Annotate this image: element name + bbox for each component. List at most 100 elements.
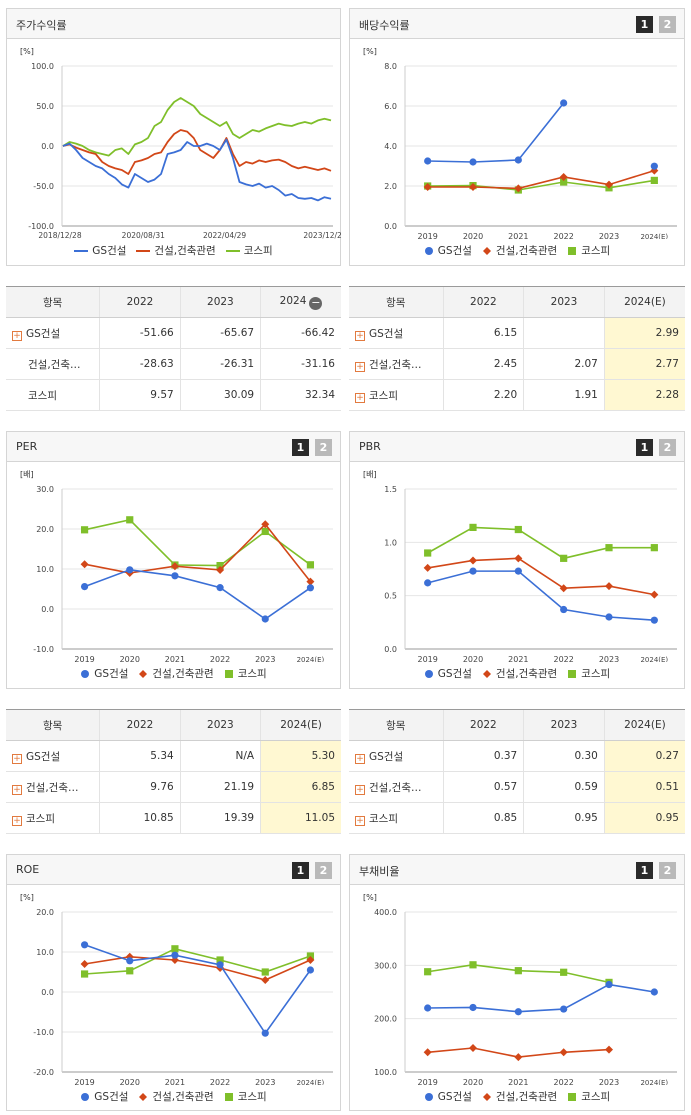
x-tick-label: 2020: [463, 232, 483, 239]
legend-item-construction[interactable]: 건설,건축관련: [138, 1089, 214, 1104]
series-line: [427, 169, 655, 190]
legend-swatch: [424, 1092, 433, 1101]
expand-icon[interactable]: +: [355, 330, 365, 341]
page-2-button[interactable]: 2: [315, 439, 332, 456]
x-tick-label: 2021: [165, 655, 185, 662]
legend-item-gs[interactable]: GS건설: [80, 1089, 128, 1104]
expand-icon[interactable]: +: [12, 753, 22, 764]
data-point: [650, 590, 659, 599]
series-line: [84, 518, 311, 567]
row-label-text: 코스피: [369, 812, 398, 825]
legend-item-kospi[interactable]: 코스피: [225, 243, 273, 258]
y-tick-label: 30.0: [36, 485, 54, 494]
legend-item-construction[interactable]: 건설,건축관련: [138, 666, 214, 681]
legend-item-construction[interactable]: 건설,건축관련: [482, 243, 557, 258]
legend-item-kospi[interactable]: 코스피: [567, 1089, 610, 1104]
legend-item-kospi[interactable]: 코스피: [567, 243, 610, 258]
data-point: [306, 577, 315, 586]
expand-icon[interactable]: +: [12, 815, 22, 826]
dividend-chart: [%] 8.0 6.0 4.0 2.0 0.0 2019 2020 2021 2022 2023 20…: [363, 47, 677, 239]
legend-label: 건설,건축관련: [152, 668, 214, 680]
y-tick-label: 4.0: [384, 142, 397, 151]
row-label-text: 건설,건축…: [369, 781, 422, 794]
page-2-button[interactable]: 2: [315, 862, 332, 879]
legend-swatch: [74, 249, 89, 252]
data-point: [261, 527, 269, 536]
row-label[interactable]: + GS건설: [349, 740, 444, 772]
series-line: [84, 568, 311, 620]
y-tick-label: 1.0: [384, 538, 397, 547]
row-label[interactable]: + 코스피: [349, 379, 444, 411]
per-header: PER 1 2: [7, 432, 340, 462]
legend-item-gs[interactable]: GS건설: [74, 243, 126, 258]
page-1-button[interactable]: 1: [636, 439, 653, 456]
row-label[interactable]: + 코스피: [6, 802, 100, 834]
stock-return-header: 주가수익률: [7, 9, 340, 39]
row-label[interactable]: + 건설,건축…: [349, 348, 444, 380]
data-point: [469, 961, 477, 969]
expand-icon[interactable]: +: [355, 784, 365, 795]
x-tick-label: 2020: [463, 655, 483, 662]
header-year: 2024(E): [603, 286, 685, 318]
page-1-button[interactable]: 1: [292, 862, 309, 879]
row-label[interactable]: + GS건설: [6, 317, 100, 349]
y-unit-label: [%]: [363, 47, 377, 56]
dividend-header: 배당수익률 1 2: [350, 9, 684, 39]
data-point: [423, 1048, 432, 1057]
expand-icon[interactable]: +: [12, 330, 22, 341]
legend-item-kospi[interactable]: 코스피: [224, 666, 267, 681]
x-tick-label: 2022: [553, 1078, 573, 1085]
legend-item-gs[interactable]: GS건설: [424, 666, 472, 681]
table-cell: -66.42: [260, 317, 341, 349]
row-label[interactable]: + GS건설: [6, 740, 100, 772]
row-label[interactable]: + 건설,건축…: [349, 771, 444, 803]
expand-icon[interactable]: +: [355, 392, 365, 403]
data-point: [605, 1045, 613, 1054]
row-label[interactable]: + 코스피: [349, 802, 444, 834]
data-point: [650, 544, 658, 552]
x-tick-label: 2023: [599, 655, 619, 662]
expand-icon[interactable]: +: [355, 361, 365, 372]
x-tick-label: 2021: [165, 1078, 185, 1085]
expand-icon[interactable]: +: [12, 784, 22, 795]
page-1-button[interactable]: 1: [636, 16, 653, 33]
legend-item-construction[interactable]: 건설,건축관련: [136, 243, 216, 258]
y-tick-label: 0.0: [384, 645, 397, 654]
page-1-button[interactable]: 1: [292, 439, 309, 456]
data-point: [80, 526, 89, 534]
collapse-icon[interactable]: −: [309, 295, 323, 310]
page-2-button[interactable]: 2: [659, 16, 676, 33]
header-item: 항목: [6, 709, 100, 741]
page-1-button[interactable]: 1: [636, 862, 653, 879]
data-point: [424, 579, 432, 587]
data-point: [423, 183, 432, 191]
legend-item-construction[interactable]: 건설,건축관련: [482, 1089, 557, 1104]
row-label[interactable]: + GS건설: [349, 317, 444, 349]
data-point: [514, 1053, 523, 1062]
legend-item-gs[interactable]: GS건설: [424, 243, 472, 258]
legend-item-kospi[interactable]: 코스피: [224, 1089, 267, 1104]
y-tick-label: 2.0: [384, 182, 397, 191]
page-2-button[interactable]: 2: [659, 862, 676, 879]
page-2-button[interactable]: 2: [659, 439, 676, 456]
data-point: [424, 157, 432, 165]
legend-item-kospi[interactable]: 코스피: [567, 666, 610, 681]
row-label-text: GS건설: [26, 327, 61, 340]
expand-icon[interactable]: +: [355, 753, 365, 764]
table-cell: 5.34: [99, 740, 181, 772]
expand-icon[interactable]: +: [355, 815, 365, 826]
x-tick-label: 2024(E): [640, 233, 668, 239]
table-cell: 0.95: [523, 802, 605, 834]
series-line: [84, 947, 311, 975]
y-tick-label: -100.0: [28, 222, 54, 231]
table-cell: 11.05: [260, 802, 341, 834]
legend-item-gs[interactable]: GS건설: [424, 1089, 472, 1104]
row-label[interactable]: + 건설,건축…: [6, 771, 100, 803]
legend-label: 건설,건축관련: [495, 668, 558, 680]
table-cell: 0.27: [603, 740, 685, 772]
legend-item-construction[interactable]: 건설,건축관련: [482, 666, 557, 681]
legend-item-gs[interactable]: GS건설: [80, 666, 128, 681]
data-point: [424, 549, 432, 557]
table-cell: 2.07: [523, 348, 605, 380]
